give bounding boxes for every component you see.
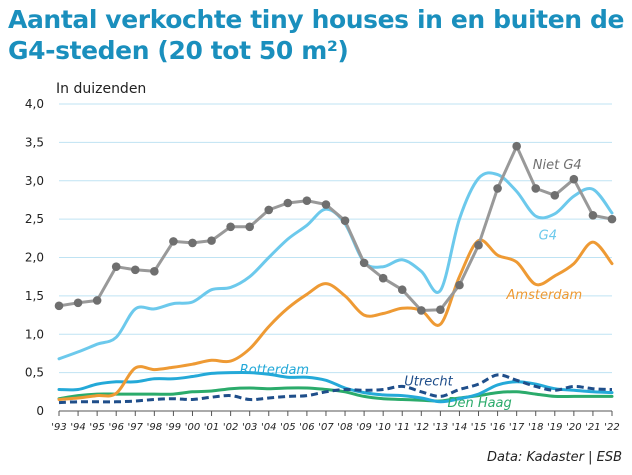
data-point (493, 184, 502, 193)
x-tick-label: '96 (108, 422, 123, 433)
y-tick-label: 2,5 (25, 212, 44, 226)
series-utrecht (58, 373, 613, 405)
data-point (474, 240, 483, 250)
series-rotterdam (57, 370, 614, 404)
data-point (378, 273, 388, 283)
x-tick-label: '94 (70, 422, 85, 433)
x-tick-label: '08 (337, 422, 352, 433)
data-point (550, 191, 560, 200)
label-rotterdam: Rotterdam (240, 363, 309, 378)
label-den-haag: Den Haag (447, 396, 511, 411)
data-point (569, 174, 579, 184)
chart-title: Aantal verkochte tiny houses in en buite… (8, 4, 628, 66)
y-axis-unit-label: In duizenden (56, 81, 147, 97)
x-tick-label: '11 (394, 422, 409, 433)
data-point (283, 198, 293, 208)
chart-title-line-1: Aantal verkochte tiny houses in en buite… (8, 5, 625, 34)
data-point (512, 141, 521, 151)
x-tick-label: '01 (204, 422, 219, 433)
data-point (417, 306, 426, 315)
x-tick-label: '98 (147, 422, 162, 433)
data-point (54, 301, 64, 311)
data-point (607, 214, 617, 224)
x-axis: '93 '94 '95 '96 '97'98 '99 '00 '01 '02 '03 '04 '05 '… (51, 410, 620, 433)
x-tick-label: '95 (89, 422, 104, 433)
data-point (588, 210, 598, 220)
x-tick-label: '00 (185, 422, 200, 433)
series-line-g4 (57, 171, 614, 361)
x-tick-label: '09 (356, 422, 371, 433)
x-tick-label: '06 (299, 422, 314, 433)
series-line-utrecht (58, 373, 613, 405)
x-tick-label: '99 (166, 422, 181, 433)
y-tick-label: 0 (36, 404, 44, 418)
data-point (73, 298, 83, 308)
x-tick-label: '07 (318, 422, 334, 433)
x-tick-label: '03 (242, 422, 257, 433)
y-tick-label: 2,0 (25, 251, 44, 265)
y-axis-ticks: 0 0,5 1,0 1,5 2,0 2,5 3,0 3,5 4,0 (25, 97, 44, 418)
x-tick-label: '97 (128, 422, 144, 433)
series-line-rotterdam (57, 370, 614, 404)
series-g4 (57, 171, 614, 361)
x-tick-label: '02 (223, 422, 238, 433)
data-point (321, 200, 331, 209)
data-point (436, 305, 445, 314)
chart-grid (59, 103, 612, 412)
x-tick-label: '21 (585, 422, 600, 433)
x-tick-label: '05 (280, 422, 295, 433)
data-point (302, 196, 312, 206)
data-point (531, 184, 541, 193)
data-point (264, 205, 274, 215)
y-tick-label: 4,0 (25, 97, 44, 111)
source-credit: Data: Kadaster | ESB (486, 450, 622, 465)
data-point (340, 216, 350, 225)
y-tick-label: 1,0 (25, 327, 44, 341)
series-line-niet-g4 (58, 144, 613, 312)
data-point (169, 237, 178, 246)
label-niet-g4: Niet G4 (533, 158, 582, 173)
data-point (150, 267, 159, 276)
data-point (226, 222, 235, 232)
x-tick-label: '22 (604, 422, 619, 433)
x-tick-label: '20 (566, 422, 581, 433)
data-point (188, 238, 197, 248)
label-utrecht: Utrecht (404, 374, 453, 389)
y-tick-label: 1,5 (25, 289, 44, 303)
series-niet-g4 (54, 141, 617, 315)
x-tick-label: '04 (261, 422, 276, 433)
data-point (397, 285, 407, 295)
data-point (359, 258, 369, 268)
series-line-amsterdam (57, 238, 614, 401)
data-point (111, 262, 121, 272)
y-tick-label: 0,5 (25, 366, 44, 380)
series-labels: Niet G4 G4 Amsterdam Rotterdam Utrecht Den Ha… (240, 158, 582, 411)
x-tick-label: '13 (433, 422, 448, 433)
x-tick-label: '17 (509, 422, 525, 433)
x-tick-label: '16 (490, 422, 505, 433)
x-tick-label: '19 (547, 422, 562, 433)
x-tick-label: '18 (528, 422, 543, 433)
y-tick-label: 3,5 (25, 135, 44, 149)
data-point (245, 222, 254, 232)
label-amsterdam: Amsterdam (506, 288, 583, 303)
data-point (207, 236, 216, 245)
data-point (130, 265, 140, 275)
x-tick-label: '12 (414, 422, 429, 433)
x-tick-label: '10 (375, 422, 390, 433)
x-tick-label: '14 (452, 422, 467, 433)
x-tick-label: '15 (471, 422, 486, 433)
y-tick-label: 3,0 (25, 174, 44, 188)
data-point (92, 296, 102, 305)
series-amsterdam (57, 238, 614, 401)
label-g4: G4 (539, 228, 557, 243)
chart-title-line-2: G4-steden (20 tot 50 m²) (8, 36, 349, 65)
x-tick-label: '93 (51, 422, 66, 433)
data-point (455, 280, 464, 290)
chart-series (54, 141, 617, 405)
